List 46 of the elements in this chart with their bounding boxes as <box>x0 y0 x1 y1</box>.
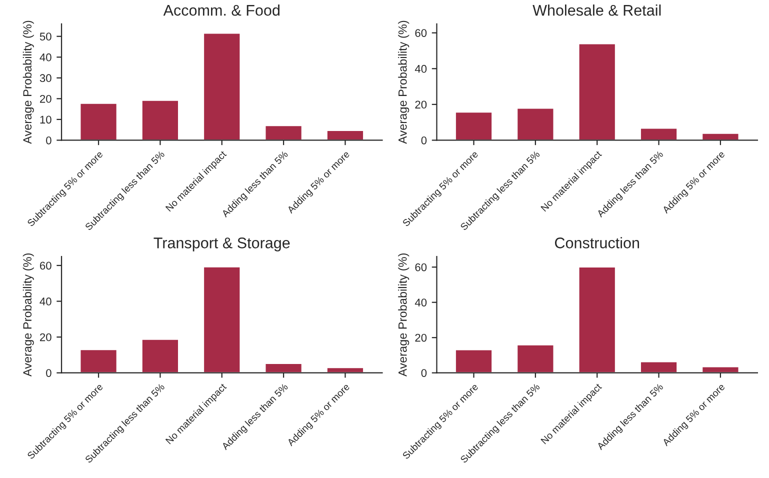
y-tick-label: 40 <box>40 53 52 62</box>
bar <box>578 266 616 373</box>
bar <box>640 127 678 140</box>
y-tick-label: 60 <box>415 29 427 37</box>
y-tick-label: 60 <box>40 262 52 270</box>
y-tick-label: 40 <box>414 298 427 306</box>
y-tick-label: 50 <box>40 32 52 40</box>
bar <box>79 348 118 373</box>
bar <box>640 360 678 373</box>
y-tick-label: 0 <box>421 136 427 144</box>
bar <box>516 344 555 373</box>
y-tick-label: 40 <box>414 64 427 73</box>
y-tick-label: 0 <box>421 369 427 377</box>
bar <box>326 366 364 373</box>
y-tick-label: 20 <box>40 333 52 342</box>
chart-title: Accomm. & Food <box>163 4 280 16</box>
chart-title: Transport & Storage <box>154 238 290 252</box>
y-tick-label: 0 <box>46 369 52 377</box>
y-tick-label: 10 <box>40 116 52 124</box>
bar <box>516 107 555 140</box>
y-tick-label: 0 <box>46 136 52 144</box>
bar <box>141 99 180 140</box>
y-tick-label: 60 <box>415 263 427 272</box>
bar <box>79 102 118 140</box>
y-axis-title: Average Probability (%) <box>398 254 410 377</box>
y-tick-label: 30 <box>40 74 52 82</box>
chart-title: Wholesale & Retail <box>532 4 661 16</box>
y-tick-label: 20 <box>415 334 427 342</box>
bar <box>264 362 303 373</box>
bar <box>578 42 616 140</box>
bar <box>326 130 364 140</box>
y-tick-label: 20 <box>415 100 427 109</box>
chart-title: Construction <box>555 237 640 248</box>
y-tick-label: 40 <box>40 298 52 306</box>
y-axis-title: Average Probability (%) <box>398 20 410 144</box>
bar <box>454 111 493 140</box>
y-tick-label: 20 <box>40 94 52 103</box>
bar <box>454 348 493 373</box>
y-axis-title: Average Probability (%) <box>22 20 34 144</box>
bar <box>701 366 740 373</box>
bar <box>141 338 180 373</box>
bar <box>202 32 242 140</box>
bar <box>202 266 242 373</box>
y-axis-title: Average Probability (%) <box>22 254 34 377</box>
bar <box>701 132 740 140</box>
bar <box>264 124 303 140</box>
